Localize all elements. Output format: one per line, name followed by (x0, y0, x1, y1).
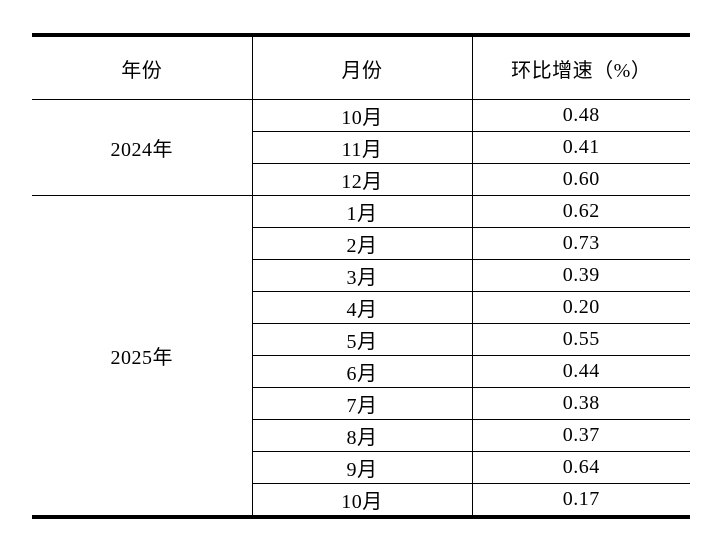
month-cell: 11月 (251, 131, 473, 164)
month-cell: 1月 (251, 195, 473, 228)
value-cell: 0.64 (471, 451, 690, 484)
value-cell: 0.44 (471, 355, 690, 388)
value-cell: 0.37 (471, 419, 690, 452)
table-row: 2月 0.73 (32, 227, 690, 260)
month-cell: 6月 (251, 355, 473, 388)
table-row: 9月 0.64 (32, 451, 690, 484)
value-cell: 0.39 (471, 259, 690, 292)
table-row: 10月 0.17 (32, 483, 690, 518)
year-cell-2025: 2025年 (32, 195, 253, 518)
table-row: 2024年 10月 0.48 (32, 99, 690, 196)
header-year: 年份 (32, 34, 253, 100)
month-cell: 12月 (251, 163, 473, 196)
month-cell: 7月 (251, 387, 473, 420)
value-cell: 0.38 (471, 387, 690, 420)
value-cell: 0.48 (471, 99, 690, 132)
month-cell: 9月 (251, 451, 473, 484)
month-cell: 8月 (251, 419, 473, 452)
table-row: 11月 0.41 (32, 131, 690, 164)
value-cell: 0.62 (471, 195, 690, 228)
month-cell: 5月 (251, 323, 473, 356)
month-cell: 2月 (251, 227, 473, 260)
table-row: 6月 0.44 (32, 355, 690, 388)
header-month: 月份 (251, 34, 473, 100)
value-cell: 0.60 (471, 163, 690, 196)
month-cell: 4月 (251, 291, 473, 324)
year-cell-2024: 2024年 (32, 99, 253, 196)
month-cell: 3月 (251, 259, 473, 292)
month-cell: 10月 (251, 99, 473, 132)
table-row: 2025年 1月 0.62 (32, 195, 690, 518)
growth-rate-table: 年份 月份 环比增速（%） 2024年 10月 0.48 11月 0.41 12… (32, 33, 690, 519)
value-cell: 0.20 (471, 291, 690, 324)
header-growth: 环比增速（%） (471, 34, 690, 100)
value-cell: 0.41 (471, 131, 690, 164)
table-row: 7月 0.38 (32, 387, 690, 420)
value-cell: 0.73 (471, 227, 690, 260)
header-row: 年份 月份 环比增速（%） (32, 34, 690, 100)
value-cell: 0.17 (471, 483, 690, 518)
value-cell: 0.55 (471, 323, 690, 356)
month-cell: 10月 (251, 483, 473, 518)
table-row: 3月 0.39 (32, 259, 690, 292)
table-row: 8月 0.37 (32, 419, 690, 452)
table-row: 4月 0.20 (32, 291, 690, 324)
